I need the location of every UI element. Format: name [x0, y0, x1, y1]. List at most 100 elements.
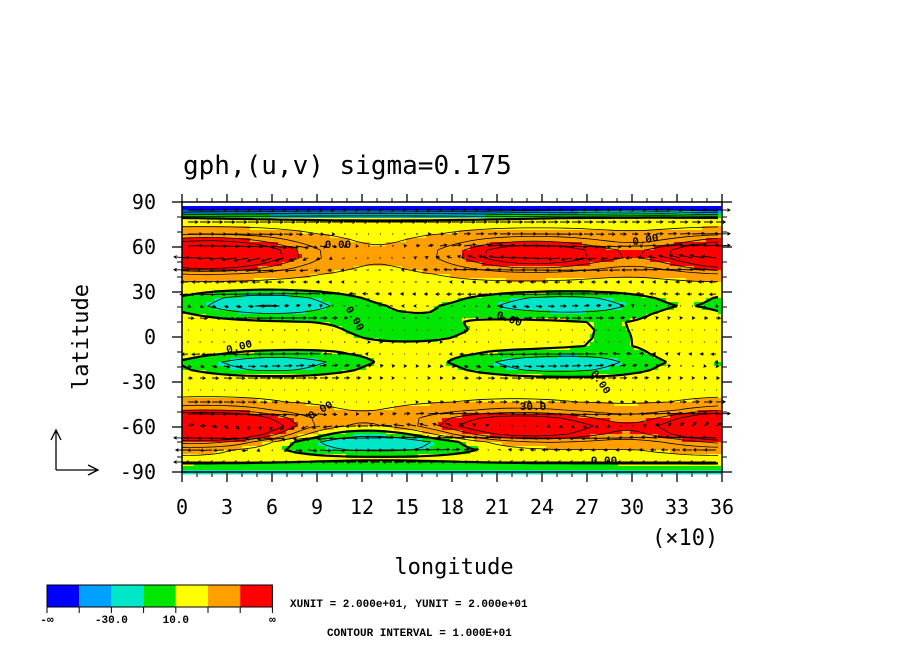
- field-cell: [198, 294, 203, 299]
- field-cell: [350, 306, 355, 311]
- field-cell: [434, 294, 439, 299]
- field-cell: [366, 330, 371, 335]
- field-cell: [194, 270, 199, 275]
- field-cell: [714, 342, 719, 347]
- field-cell: [442, 282, 447, 287]
- field-cell: [242, 338, 247, 343]
- field-cell: [566, 270, 571, 275]
- field-cell: [550, 282, 555, 287]
- field-cell: [438, 326, 443, 331]
- field-cell: [710, 346, 715, 351]
- field-cell: [214, 286, 219, 291]
- field-cell: [678, 274, 683, 279]
- field-cell: [330, 302, 335, 307]
- field-cell: [242, 258, 247, 263]
- field-cell: [654, 230, 659, 235]
- field-cell: [426, 326, 431, 331]
- field-cell: [470, 338, 475, 343]
- field-cell: [206, 274, 211, 279]
- field-cell: [342, 278, 347, 283]
- field-cell: [366, 234, 371, 239]
- field-cell: [546, 326, 551, 331]
- field-cell: [446, 290, 451, 295]
- field-cell: [270, 238, 275, 243]
- field-cell: [346, 338, 351, 343]
- field-cell: [570, 250, 575, 255]
- field-cell: [674, 282, 679, 287]
- field-cell: [590, 318, 595, 323]
- field-cell: [530, 246, 535, 251]
- field-cell: [670, 234, 675, 239]
- field-cell: [254, 326, 259, 331]
- field-cell: [666, 274, 671, 279]
- field-cell: [246, 218, 251, 223]
- field-cell: [366, 306, 371, 311]
- field-cell: [530, 314, 535, 319]
- field-cell: [418, 282, 423, 287]
- field-cell: [330, 314, 335, 319]
- field-cell: [442, 214, 447, 219]
- field-cell: [602, 222, 607, 227]
- field-cell: [434, 334, 439, 339]
- field-cell: [666, 222, 671, 227]
- field-cell: [550, 294, 555, 299]
- field-cell: [618, 226, 623, 231]
- field-cell: [406, 274, 411, 279]
- field-cell: [494, 254, 499, 259]
- field-cell: [238, 230, 243, 235]
- field-cell: [466, 286, 471, 291]
- field-cell: [514, 222, 519, 227]
- field-cell: [422, 318, 427, 323]
- field-cell: [458, 262, 463, 267]
- field-cell: [670, 334, 675, 339]
- field-cell: [282, 334, 287, 339]
- field-cell: [354, 226, 359, 231]
- field-cell: [198, 222, 203, 227]
- field-cell: [686, 342, 691, 347]
- field-cell: [286, 250, 291, 255]
- field-cell: [202, 310, 207, 315]
- field-cell: [542, 258, 547, 263]
- field-cell: [266, 314, 271, 319]
- field-cell: [198, 250, 203, 255]
- field-cell: [346, 222, 351, 227]
- field-cell: [314, 294, 319, 299]
- field-cell: [350, 274, 355, 279]
- field-cell: [294, 306, 299, 311]
- field-cell: [334, 314, 339, 319]
- field-cell: [402, 214, 407, 219]
- field-cell: [642, 278, 647, 283]
- field-cell: [226, 302, 231, 307]
- field-cell: [514, 230, 519, 235]
- field-cell: [290, 206, 295, 211]
- field-cell: [646, 230, 651, 235]
- field-cell: [662, 258, 667, 263]
- field-cell: [642, 342, 647, 347]
- field-cell: [470, 346, 475, 351]
- field-cell: [402, 338, 407, 343]
- field-cell: [498, 306, 503, 311]
- field-cell: [226, 330, 231, 335]
- field-cell: [326, 338, 331, 343]
- field-cell: [498, 302, 503, 307]
- field-cell: [458, 274, 463, 279]
- field-cell: [534, 254, 539, 259]
- field-cell: [506, 238, 511, 243]
- field-cell: [646, 270, 651, 275]
- field-cell: [478, 262, 483, 267]
- field-cell: [522, 218, 527, 223]
- field-cell: [290, 322, 295, 327]
- field-cell: [266, 330, 271, 335]
- field-cell: [610, 226, 615, 231]
- field-cell: [426, 226, 431, 231]
- field-cell: [326, 246, 331, 251]
- field-cell: [714, 306, 719, 311]
- field-cell: [386, 266, 391, 271]
- field-cell: [250, 242, 255, 247]
- field-cell: [358, 330, 363, 335]
- field-cell: [586, 218, 591, 223]
- field-cell: [410, 294, 415, 299]
- field-cell: [518, 222, 523, 227]
- field-cell: [202, 258, 207, 263]
- field-cell: [586, 326, 591, 331]
